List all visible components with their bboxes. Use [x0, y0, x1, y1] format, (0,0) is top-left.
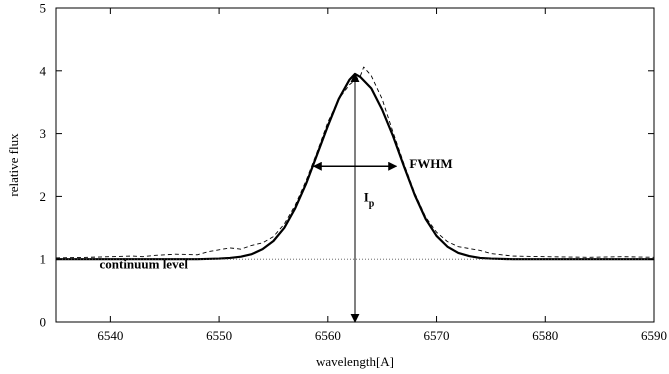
- x-tick-label-6580: 6580: [532, 328, 558, 343]
- y-tick-label-2: 2: [40, 189, 47, 204]
- annotation-2: continuum level: [99, 257, 188, 272]
- x-tick-label-6590: 6590: [641, 328, 667, 343]
- y-tick-label-3: 3: [40, 126, 47, 141]
- x-tick-label-6570: 6570: [424, 328, 450, 343]
- y-tick-label-5: 5: [40, 1, 47, 16]
- plot-frame: [55, 7, 655, 323]
- y-axis-title: relative flux: [6, 133, 21, 197]
- y-tick-label-1: 1: [40, 252, 47, 267]
- y-tick-label-4: 4: [40, 63, 47, 78]
- x-tick-label-6560: 6560: [315, 328, 341, 343]
- x-tick-label-6540: 6540: [97, 328, 123, 343]
- plot-area: FWHM Ip continuum level: [55, 66, 655, 323]
- axes: 6540 6550 6560 6570 6580 6590 0 1 2 3 4 5: [40, 1, 668, 344]
- annotation-0: FWHM: [409, 156, 452, 171]
- y-tick-label-0: 0: [40, 315, 47, 330]
- x-tick-label-6550: 6550: [206, 328, 232, 343]
- x-axis-title: wavelength[A]: [316, 354, 394, 369]
- series-line-dashed: [55, 66, 655, 259]
- annotation-1: Ip: [364, 189, 375, 209]
